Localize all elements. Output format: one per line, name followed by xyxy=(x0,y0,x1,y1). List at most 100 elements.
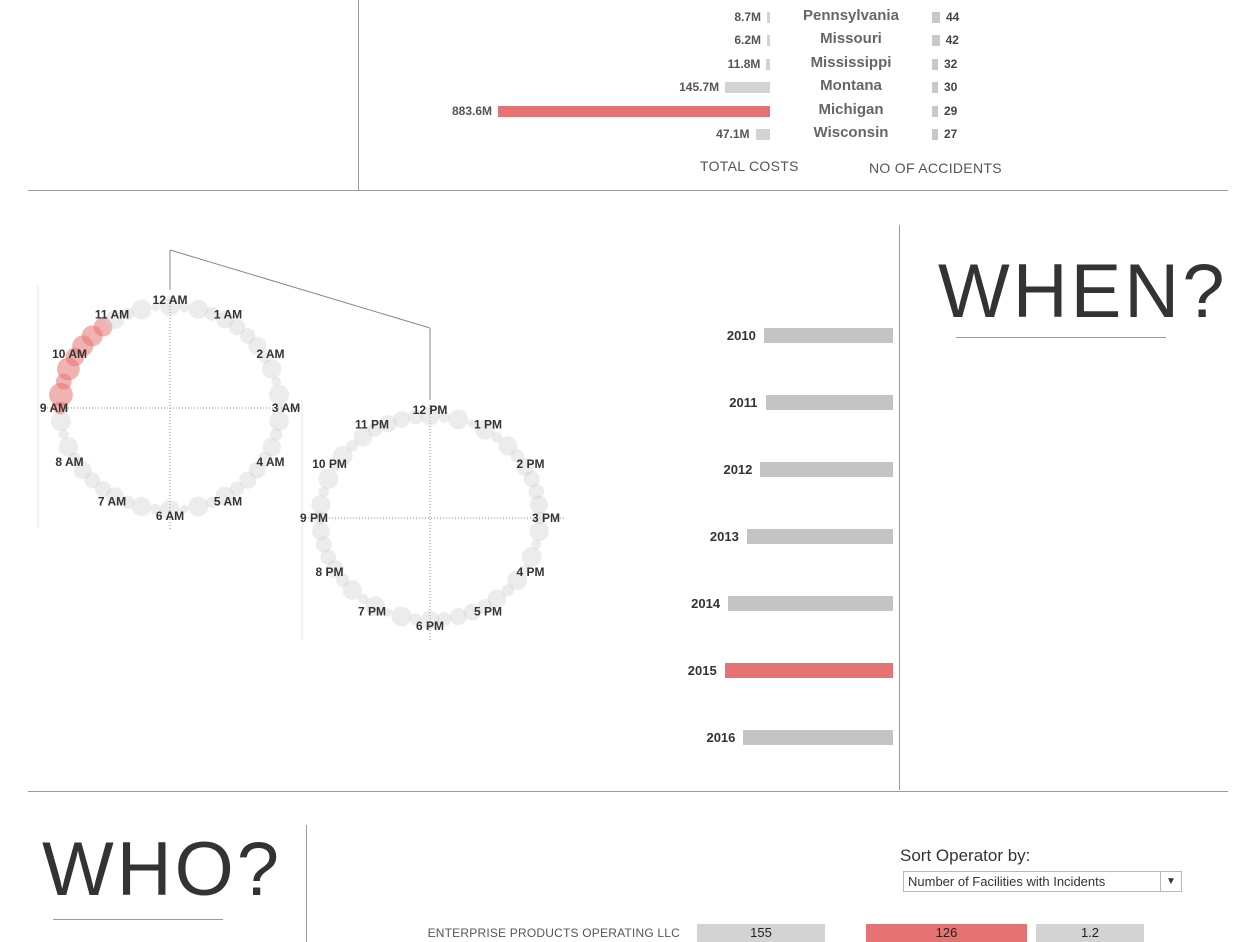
am-hour-dot[interactable] xyxy=(262,437,281,457)
am-hour-dot[interactable] xyxy=(105,310,125,330)
pm-hour-dot[interactable] xyxy=(528,483,545,500)
am-hour-dot[interactable] xyxy=(248,461,266,479)
am-hour-dot[interactable] xyxy=(248,336,267,356)
am-hour-dot[interactable] xyxy=(188,496,209,517)
am-hour-dot[interactable] xyxy=(121,495,135,509)
am-hour-dot[interactable] xyxy=(180,504,189,514)
state-row[interactable]: 883.6M Michigan 29 xyxy=(440,100,1000,123)
am-hour-dot[interactable] xyxy=(84,472,101,489)
am-hour-dot[interactable] xyxy=(150,503,161,515)
year-bar[interactable] xyxy=(724,663,893,678)
pm-hour-dot[interactable] xyxy=(318,486,330,497)
am-hour-dot[interactable] xyxy=(188,299,209,320)
pm-hour-dot[interactable] xyxy=(448,409,469,430)
pm-hour-dot[interactable] xyxy=(330,462,339,472)
pm-hour-dot[interactable] xyxy=(533,511,547,525)
am-hour-dot[interactable] xyxy=(216,310,234,329)
am-hour-dot[interactable] xyxy=(269,411,289,432)
am-hour-dot[interactable] xyxy=(275,403,285,413)
year-bar[interactable] xyxy=(765,395,893,410)
pm-hour-dot[interactable] xyxy=(311,495,331,515)
am-hour-dot[interactable] xyxy=(257,451,273,467)
pm-hour-dot[interactable] xyxy=(463,603,481,621)
am-hour-dot[interactable] xyxy=(95,480,112,497)
pm-hour-dot[interactable] xyxy=(365,596,385,617)
pm-hour-dot[interactable] xyxy=(357,593,369,605)
am-hour-dot[interactable] xyxy=(270,428,283,441)
am-hour-dot[interactable] xyxy=(271,376,282,387)
pm-hour-dot[interactable] xyxy=(420,406,440,426)
am-hour-dot[interactable] xyxy=(50,411,71,432)
pm-hour-dot[interactable] xyxy=(523,470,540,488)
year-bar[interactable] xyxy=(746,529,893,544)
pm-hour-dot[interactable] xyxy=(342,580,362,600)
pm-hour-dot[interactable] xyxy=(311,522,330,541)
am-hour-dot[interactable] xyxy=(58,429,69,440)
pm-hour-dot[interactable] xyxy=(516,458,535,476)
pm-hour-dot[interactable] xyxy=(529,521,549,542)
pm-hour-dot[interactable] xyxy=(393,411,410,428)
am-hour-dot[interactable] xyxy=(261,359,282,379)
pm-hour-dot[interactable] xyxy=(391,606,412,627)
pm-hour-dot[interactable] xyxy=(332,445,353,466)
year-bar[interactable] xyxy=(763,328,893,343)
pm-hour-dot[interactable] xyxy=(498,436,518,456)
pm-hour-dot[interactable] xyxy=(477,598,493,614)
pm-hour-dot[interactable] xyxy=(325,559,344,579)
am-hour-dot[interactable] xyxy=(106,487,124,506)
am-hour-dot[interactable] xyxy=(68,452,82,466)
am-hour-dot[interactable] xyxy=(215,486,235,506)
am-hour-dot[interactable] xyxy=(229,481,245,497)
pm-hour-dot[interactable] xyxy=(313,511,327,525)
year-bar[interactable] xyxy=(728,596,893,611)
pm-hour-dot[interactable] xyxy=(367,422,383,437)
am-hour-dot[interactable] xyxy=(93,317,113,337)
am-hour-dot[interactable] xyxy=(205,306,220,321)
operator-name[interactable]: ENTERPRISE PRODUCTS OPERATING LLC xyxy=(427,926,680,940)
pm-hour-dot[interactable] xyxy=(449,607,468,626)
am-hour-dot[interactable] xyxy=(240,328,256,344)
am-hour-dot[interactable] xyxy=(269,384,290,405)
state-row[interactable]: 6.2M Missouri 42 xyxy=(440,29,1000,52)
pm-hour-dot[interactable] xyxy=(438,411,451,423)
pm-hour-dot[interactable] xyxy=(475,419,495,440)
pm-hour-dot[interactable] xyxy=(487,589,507,609)
pm-hour-dot[interactable] xyxy=(420,610,440,630)
am-hour-dot[interactable] xyxy=(239,471,257,489)
pm-hour-dot[interactable] xyxy=(529,495,549,514)
am-hour-dot[interactable] xyxy=(131,496,152,517)
pm-hour-dot[interactable] xyxy=(353,427,373,447)
state-row[interactable]: 145.7M Montana 30 xyxy=(440,76,1000,99)
am-hour-dot[interactable] xyxy=(178,301,190,313)
am-hour-dot[interactable] xyxy=(228,318,246,336)
pm-hour-dot[interactable] xyxy=(437,611,452,627)
pm-hour-dot[interactable] xyxy=(521,547,542,568)
chevron-down-icon[interactable]: ▼ xyxy=(1160,872,1181,891)
state-row[interactable]: 11.8M Mississippi 32 xyxy=(440,53,1000,76)
year-bar[interactable] xyxy=(760,462,893,477)
pm-hour-dot[interactable] xyxy=(346,440,359,452)
am-hour-dot[interactable] xyxy=(131,299,152,320)
am-hour-dot[interactable] xyxy=(73,461,92,480)
am-hour-dot[interactable] xyxy=(160,500,180,520)
pm-hour-dot[interactable] xyxy=(531,539,542,550)
am-hour-dot[interactable] xyxy=(258,350,272,364)
am-hour-dot[interactable] xyxy=(151,302,161,312)
pm-hour-dot[interactable] xyxy=(491,431,503,443)
pm-hour-dot[interactable] xyxy=(409,613,422,626)
pm-hour-dot[interactable] xyxy=(318,468,339,489)
pm-hour-dot[interactable] xyxy=(315,536,332,553)
pm-hour-dot[interactable] xyxy=(520,564,530,574)
am-hour-dot[interactable] xyxy=(160,296,180,316)
am-hour-dot[interactable] xyxy=(58,437,79,457)
year-bar[interactable] xyxy=(743,730,893,745)
am-hour-dot[interactable] xyxy=(206,496,218,509)
pm-hour-dot[interactable] xyxy=(501,584,514,597)
pm-hour-dot[interactable] xyxy=(510,449,525,463)
state-row[interactable]: 8.7M Pennsylvania 44 xyxy=(440,6,1000,29)
pm-hour-dot[interactable] xyxy=(379,415,397,433)
am-hour-dot[interactable] xyxy=(121,307,134,320)
state-row[interactable]: 47.1M Wisconsin 27 xyxy=(440,123,1000,146)
pm-hour-dot[interactable] xyxy=(467,419,477,428)
pm-hour-dot[interactable] xyxy=(336,573,350,587)
